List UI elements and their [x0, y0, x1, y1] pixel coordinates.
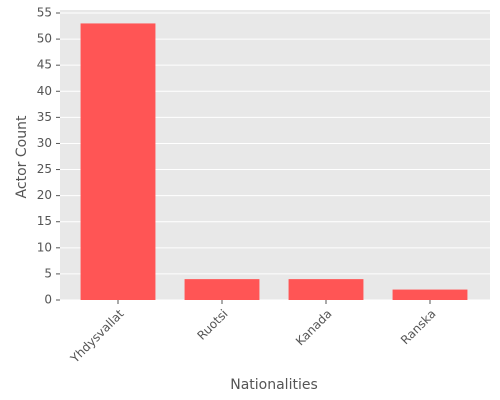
x-axis-title: Nationalities: [230, 377, 318, 393]
x-tick-label: Ranska: [398, 307, 439, 348]
x-tick-label: Yhdysvallat: [67, 306, 127, 366]
bar: [184, 279, 260, 300]
bar: [80, 23, 156, 300]
y-tick-label: 40: [37, 84, 52, 98]
y-tick-label: 35: [37, 110, 52, 124]
y-tick-label: 5: [44, 266, 52, 280]
y-axis-title: Actor Count: [14, 115, 30, 198]
y-tick-label: 20: [37, 188, 52, 202]
y-tick-label: 15: [37, 214, 52, 228]
y-tick-label: 50: [37, 32, 52, 46]
bar: [392, 289, 468, 300]
bar: [288, 279, 364, 300]
y-tick-label: 30: [37, 136, 52, 150]
y-tick-label: 25: [37, 162, 52, 176]
x-tick-label: Kanada: [293, 307, 335, 349]
y-tick-label: 10: [37, 240, 52, 254]
y-tick-label: 0: [44, 293, 52, 307]
x-tick-label: Ruotsi: [195, 307, 231, 343]
y-tick-label: 45: [37, 58, 52, 72]
y-tick-label: 55: [37, 6, 52, 20]
